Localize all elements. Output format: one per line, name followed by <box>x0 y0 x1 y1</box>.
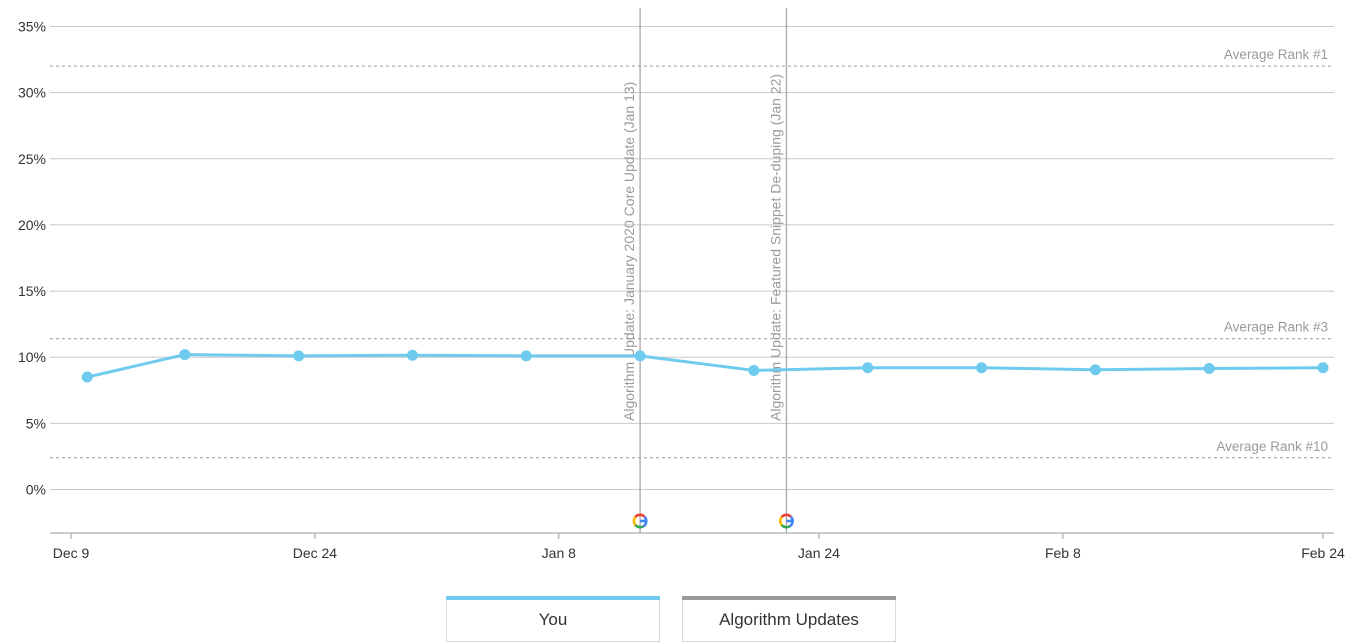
data-point <box>1203 362 1215 374</box>
data-point <box>634 350 646 362</box>
google-g-icon-arc <box>634 513 646 518</box>
series-line <box>86 353 1324 379</box>
google-g-icon <box>778 513 794 529</box>
data-point <box>406 349 418 361</box>
x-tick-label: Dec 9 <box>53 545 90 561</box>
x-tick-label: Dec 24 <box>293 545 338 561</box>
y-tick-label: 15% <box>18 283 46 299</box>
reference-lines: Average Rank #1 Average Rank #3 Average Ra… <box>50 47 1334 459</box>
x-tick-label: Feb 8 <box>1045 545 1081 561</box>
legend-color-bar-you <box>446 596 660 600</box>
reference-line-label: Average Rank #10 <box>1216 439 1328 454</box>
google-g-icon-arc <box>780 513 792 518</box>
legend-label-you: You <box>538 610 568 629</box>
legend-color-bar-algorithm-updates <box>682 596 896 600</box>
data-point <box>81 371 93 383</box>
google-g-icon-arc <box>780 524 791 529</box>
y-tick-label: 35% <box>18 19 46 35</box>
line-chart: 0%5%10%15%20%25%30%35% Average Rank #1Av… <box>18 8 1345 561</box>
legend: You Algorithm Updates <box>0 596 1363 644</box>
data-point <box>293 350 305 362</box>
y-tick-label: 0% <box>26 482 46 498</box>
x-axis: Dec 9 Dec 24 Jan 8 Jan 24 Feb 8 Feb 24 <box>50 532 1345 561</box>
y-tick-label: 5% <box>26 415 46 431</box>
data-point <box>179 349 191 361</box>
annotation-label: Algorithm Update: Featured Snippet De-du… <box>767 74 783 421</box>
y-tick-label: 25% <box>18 151 46 167</box>
x-tick-label: Jan 24 <box>798 545 840 561</box>
y-tick-label: 30% <box>18 85 46 101</box>
y-tick-label: 20% <box>18 217 46 233</box>
data-point <box>520 350 532 362</box>
data-point <box>1317 362 1329 374</box>
y-tick-label: 10% <box>18 349 46 365</box>
google-g-icon <box>632 513 648 529</box>
x-tick-label: Jan 8 <box>542 545 576 561</box>
data-point <box>862 362 874 374</box>
legend-item-algorithm-updates[interactable]: Algorithm Updates <box>682 596 896 642</box>
data-point <box>976 362 988 374</box>
gridlines: 0% 5% 10% 15% 20% 25% 30% 35% <box>18 19 1334 498</box>
google-g-icon-arc <box>778 516 783 526</box>
data-point <box>1089 364 1101 376</box>
algorithm-update-annotations: Algorithm Update: January 2020 Core Upda… <box>621 8 794 533</box>
reference-line-label: Average Rank #3 <box>1224 320 1328 335</box>
legend-label-algorithm-updates: Algorithm Updates <box>719 610 859 629</box>
series-you <box>81 349 1329 383</box>
google-g-icon-arc <box>632 516 637 526</box>
google-g-icon-arc <box>634 524 644 529</box>
legend-item-you[interactable]: You <box>446 596 660 642</box>
x-tick-label: Feb 24 <box>1301 545 1345 561</box>
data-point <box>748 364 760 376</box>
reference-line-label: Average Rank #1 <box>1224 47 1328 62</box>
annotation-label: Algorithm Update: January 2020 Core Upda… <box>621 82 637 421</box>
